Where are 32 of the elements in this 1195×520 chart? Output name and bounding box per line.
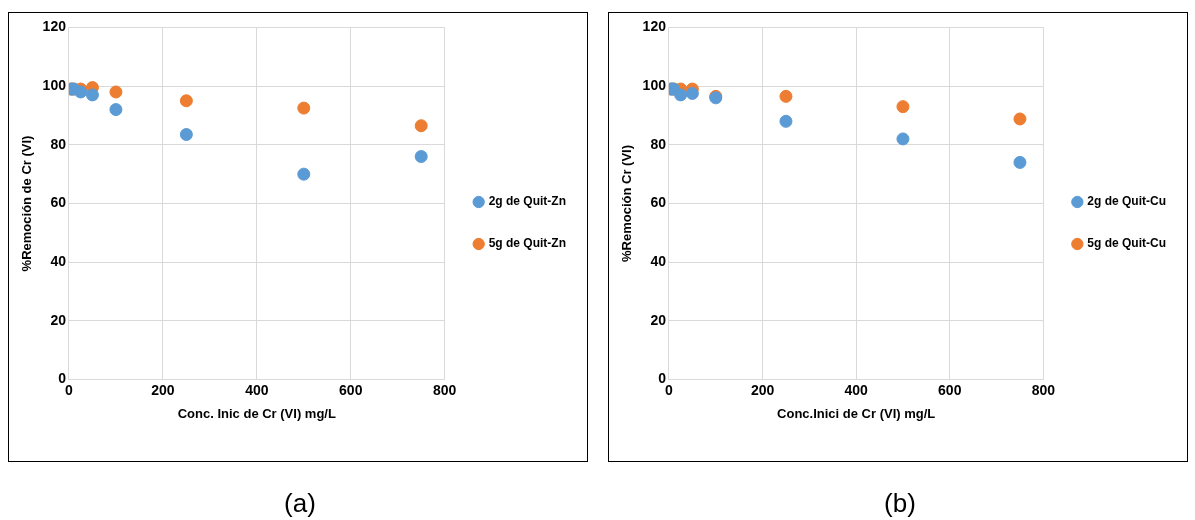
y-tick-label: 80: [650, 135, 667, 152]
y-tick-label: 60: [50, 194, 67, 211]
text: (b): [883, 488, 917, 519]
x-tick-label: 800: [1031, 381, 1056, 398]
x-tick-label: 600: [339, 381, 363, 398]
legend-label: 2g de Quit-Zn: [488, 194, 566, 209]
y-tick-label: 20: [50, 311, 67, 328]
x-tick-label: 400: [245, 381, 269, 398]
x-tick-label: 800: [432, 381, 457, 398]
x-axis-title: Conc. Inic de Cr (VI) mg/L: [177, 405, 336, 421]
x-tick-label: 200: [151, 381, 175, 398]
x-tick-label: 400: [844, 381, 869, 398]
y-tick-label: 40: [50, 253, 67, 270]
y-tick-label: 20: [650, 311, 667, 328]
legend-label: 5g de Quit-Cu: [1087, 236, 1167, 251]
legend-label: 5g de Quit-Zn: [488, 236, 566, 251]
y-axis-title: %Remoción Cr (VI): [619, 144, 635, 263]
legend-label: 2g de Quit-Cu: [1087, 194, 1167, 209]
y-tick-label: 120: [642, 18, 667, 35]
y-tick-label: 100: [642, 76, 667, 93]
text: (a): [283, 488, 317, 519]
x-tick-label: 200: [750, 381, 775, 398]
y-tick-label: 60: [650, 194, 667, 211]
x-tick-label: 600: [938, 381, 962, 398]
y-tick-label: 0: [58, 370, 67, 387]
y-tick-label: 0: [658, 370, 667, 387]
x-axis-title: Conc.Inici de Cr (VI) mg/L: [777, 405, 936, 421]
y-axis-title: %Remoción de Cr (VI): [19, 135, 35, 272]
y-tick-label: 40: [650, 253, 667, 270]
y-tick-label: 80: [50, 135, 67, 152]
y-tick-label: 100: [42, 76, 67, 93]
y-tick-label: 120: [42, 18, 67, 35]
